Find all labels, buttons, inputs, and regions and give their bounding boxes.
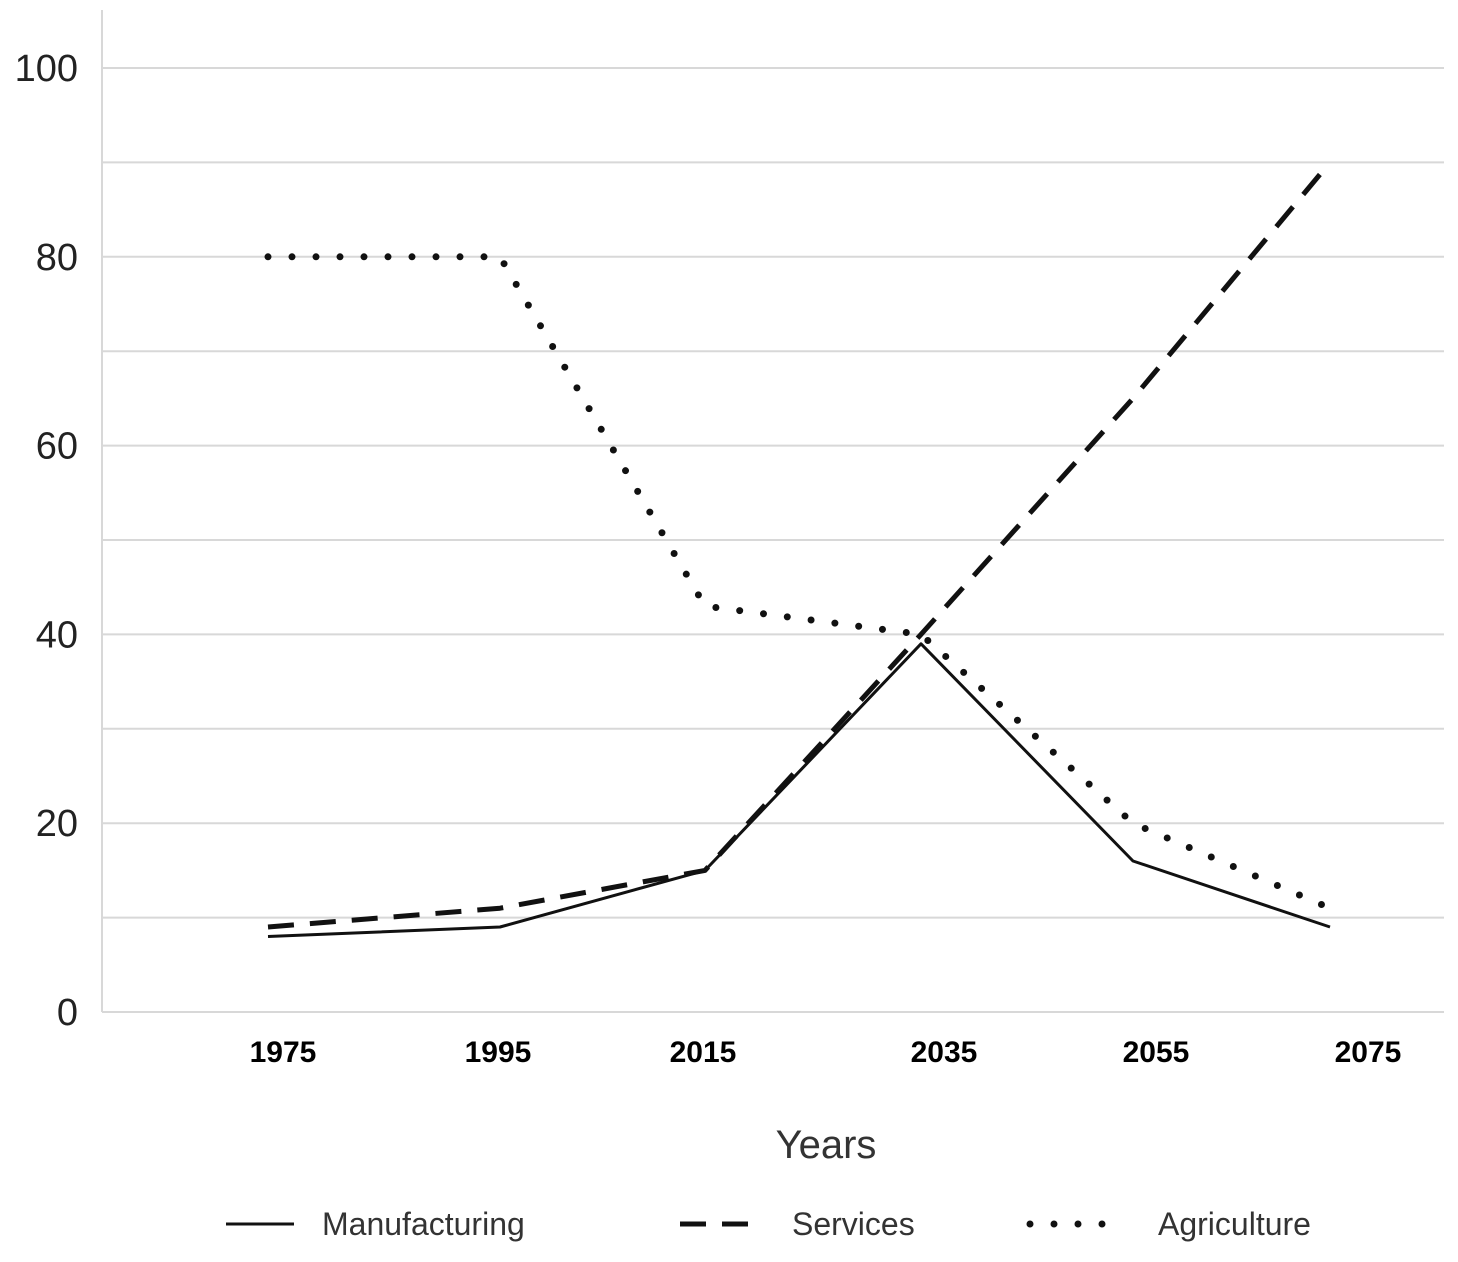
y-tick-label-60: 60: [36, 426, 78, 468]
y-tick-label-0: 0: [57, 992, 78, 1034]
legend-label-manufacturing: Manufacturing: [322, 1206, 525, 1242]
y-tick-label-20: 20: [36, 803, 78, 845]
legend-label-services: Services: [792, 1206, 915, 1242]
x-tick-label-2055: 2055: [1123, 1036, 1190, 1069]
series-line-agriculture: [264, 253, 1334, 912]
x-axis-ticks: 1975 1995 2015 2035 2055 2075: [250, 1036, 1402, 1069]
x-axis-label: Years: [776, 1123, 877, 1167]
y-tick-label-40: 40: [36, 614, 78, 656]
y-tick-label-80: 80: [36, 237, 78, 279]
legend: Manufacturing Services Agriculture: [226, 1206, 1311, 1242]
x-tick-label-2015: 2015: [670, 1036, 737, 1069]
grid-lines: [101, 10, 1444, 1013]
x-tick-label-1975: 1975: [250, 1036, 317, 1069]
y-axis-ticks: 0 20 40 60 80 100: [15, 48, 78, 1034]
series-line-services: [267, 160, 1332, 930]
series-lines: [264, 160, 1334, 938]
x-tick-label-2075: 2075: [1335, 1036, 1402, 1069]
x-tick-label-2035: 2035: [911, 1036, 978, 1069]
y-tick-label-100: 100: [15, 48, 78, 90]
x-tick-label-1995: 1995: [465, 1036, 532, 1069]
legend-label-agriculture: Agriculture: [1158, 1206, 1311, 1242]
series-line-manufacturing: [267, 642, 1331, 938]
